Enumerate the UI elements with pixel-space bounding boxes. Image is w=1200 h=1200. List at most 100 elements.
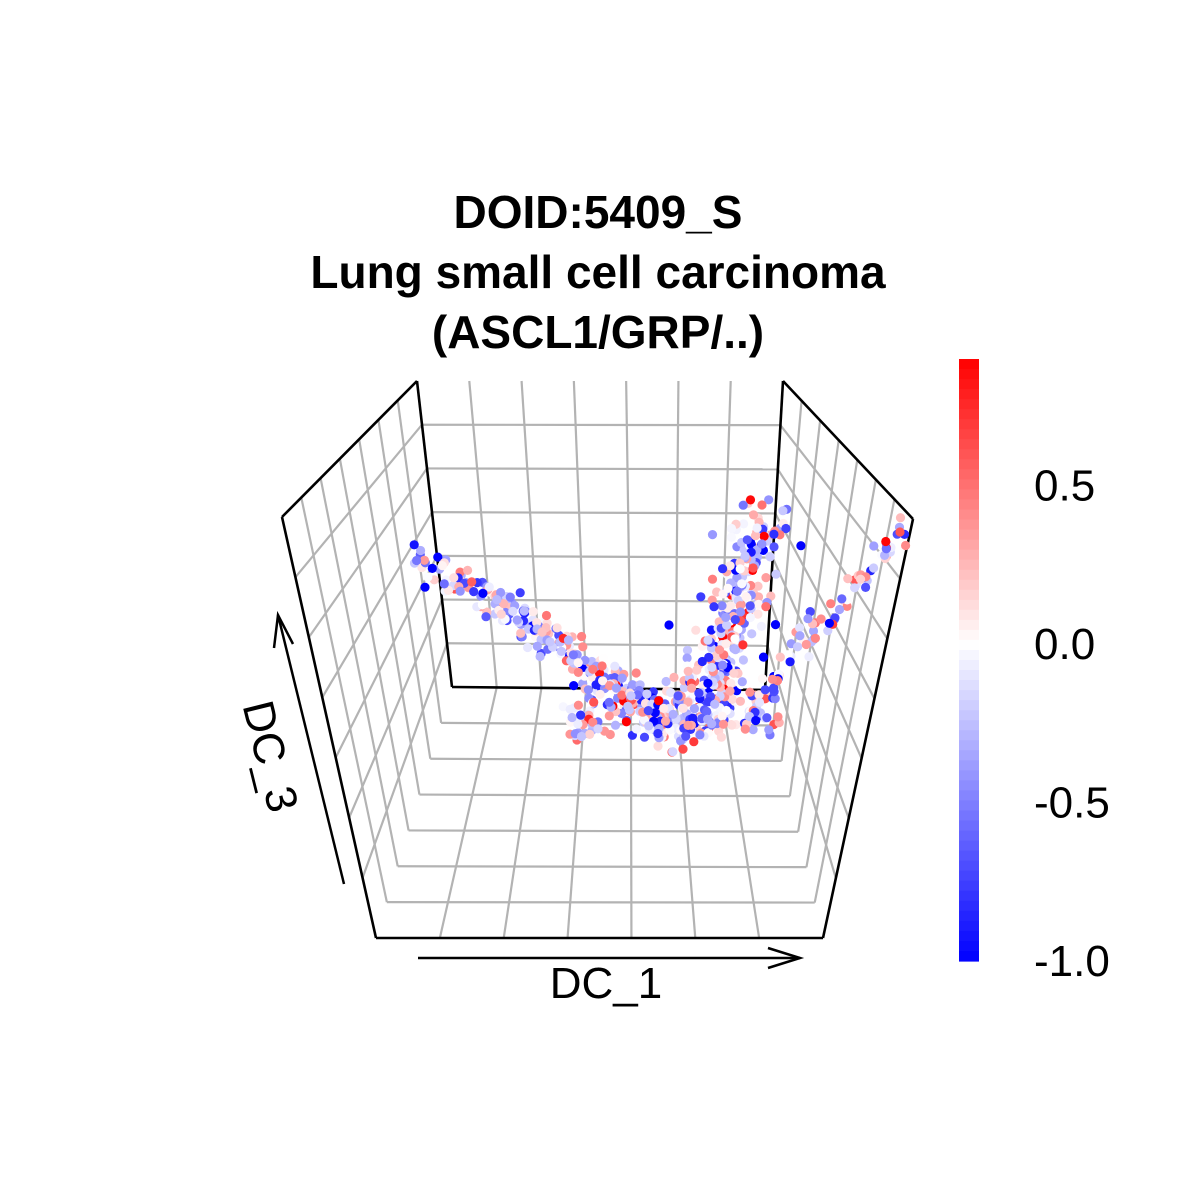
data-point (644, 721, 654, 731)
z-axis-label: DC_3 (233, 696, 308, 817)
data-point (803, 614, 813, 624)
grid-line (397, 865, 807, 869)
colorbar-segment (959, 710, 979, 721)
data-point (765, 552, 775, 562)
data-point (881, 536, 891, 547)
data-point (717, 711, 727, 721)
data-point (563, 635, 574, 645)
data-point (604, 711, 614, 721)
data-point (729, 668, 739, 678)
colorbar-segment (959, 539, 979, 551)
data-point (576, 710, 586, 720)
data-point (499, 599, 509, 609)
x-axis: DC_1 (418, 946, 805, 1008)
data-point (748, 725, 758, 735)
box-edge (415, 380, 454, 688)
grid-line (431, 511, 776, 515)
colorbar-segment (959, 660, 979, 671)
data-point (588, 664, 598, 674)
data-point (726, 678, 736, 688)
data-point (481, 612, 491, 622)
data-point (717, 601, 727, 611)
data-point (737, 579, 747, 589)
colorbar-tick-label: 0.0 (1034, 620, 1095, 669)
data-point (826, 599, 836, 609)
box-edge (281, 380, 418, 518)
colorbar-segment (959, 800, 979, 812)
data-point (552, 623, 562, 633)
data-point (516, 628, 526, 638)
data-point (738, 500, 748, 510)
data-point (569, 681, 579, 691)
data-point (747, 629, 757, 639)
colorbar-segment (959, 499, 979, 511)
colorbar-segment (959, 760, 979, 771)
grid-line (300, 497, 388, 903)
title-line-1: DOID:5409_S (454, 186, 743, 238)
data-point (769, 542, 779, 552)
data-point (861, 582, 871, 593)
data-point (523, 642, 533, 653)
grid-line (797, 459, 859, 832)
grid-line (419, 793, 790, 798)
data-point (664, 620, 674, 630)
colorbar-segment (959, 399, 979, 410)
colorbar-segment (959, 579, 979, 591)
data-point (757, 539, 767, 549)
data-points (409, 495, 911, 757)
data-point (567, 712, 577, 723)
colorbar-segment (959, 639, 979, 651)
colorbar-segment (959, 519, 979, 531)
data-point (805, 607, 815, 617)
data-point (738, 640, 748, 650)
data-point (732, 586, 742, 597)
data-point (745, 601, 755, 611)
grid-line (408, 829, 799, 833)
title-line-2: Lung small cell carcinoma (310, 246, 886, 298)
data-point (837, 594, 847, 604)
data-point (583, 685, 594, 695)
data-point (617, 690, 627, 700)
colorbar-segment (959, 549, 979, 561)
colorbar-segment (959, 690, 979, 701)
data-point (795, 631, 805, 641)
data-point (756, 621, 767, 632)
colorbar-tick-label: -1.0 (1034, 937, 1110, 986)
data-point (757, 674, 768, 684)
grid-line (572, 380, 588, 689)
colorbar-tick-label: -0.5 (1034, 779, 1110, 828)
data-point (683, 666, 693, 676)
data-point (687, 683, 697, 693)
data-point (718, 719, 729, 729)
data-point (598, 653, 608, 663)
data-point (593, 724, 603, 734)
data-point (804, 652, 814, 662)
data-point (735, 564, 745, 574)
colorbar-segment (959, 489, 979, 501)
data-point (761, 573, 771, 583)
data-point (532, 641, 542, 651)
data-point (573, 719, 583, 729)
data-point (433, 552, 443, 562)
colorbar-segment (959, 810, 979, 822)
data-point (748, 563, 758, 573)
data-point (703, 678, 713, 688)
data-point (610, 661, 620, 671)
data-point (661, 676, 671, 687)
data-point (558, 702, 568, 712)
grid-line (361, 642, 449, 879)
data-point (785, 657, 795, 667)
grid-line (769, 601, 850, 819)
data-point (643, 706, 653, 716)
data-point (492, 595, 502, 605)
data-point (735, 696, 746, 706)
x-axis-arrowhead (767, 946, 805, 970)
x-axis-label: DC_1 (550, 959, 663, 1008)
colorbar-segment (959, 589, 979, 601)
data-point (702, 706, 712, 717)
colorbar-tick-label: 0.5 (1034, 462, 1095, 511)
title-line-3: (ASCL1/GRP/..) (432, 306, 764, 358)
colorbar-segment (959, 900, 979, 912)
colorbar-segment (959, 379, 979, 390)
